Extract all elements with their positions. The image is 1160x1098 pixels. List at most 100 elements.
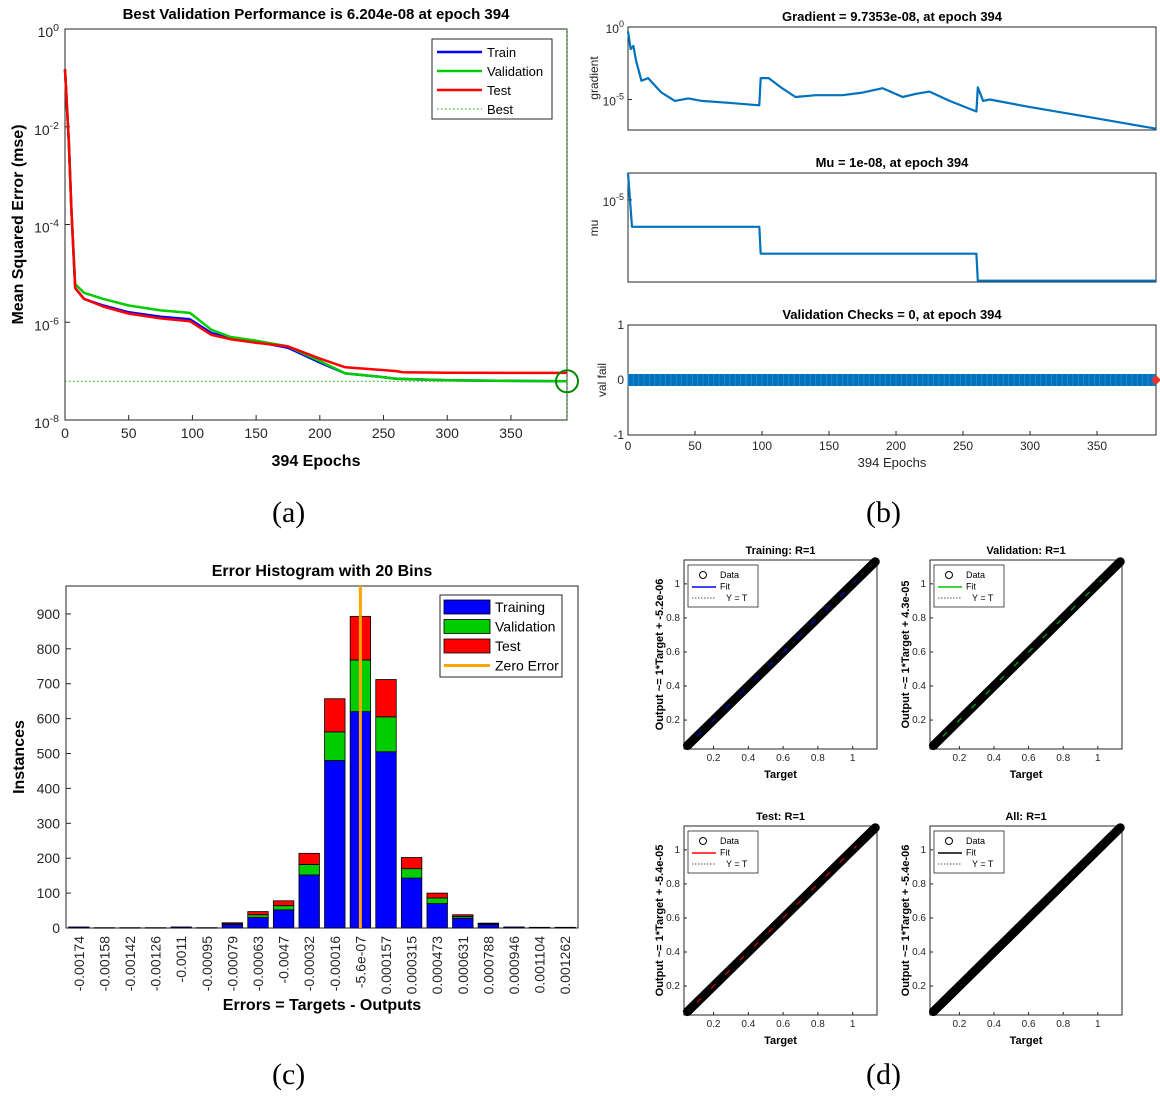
x-tick-label: -0.00079: [224, 936, 240, 991]
x-tick-label: 50: [688, 439, 702, 453]
x-tick-label: 0.000788: [480, 936, 496, 995]
x-tick-label: 250: [372, 425, 396, 441]
best-marker: [555, 369, 579, 394]
x-tick-label: -0.00174: [71, 936, 87, 991]
bar-training: [324, 760, 346, 929]
y-tick-label: 0.2: [666, 981, 680, 992]
x-tick-label: -0.00032: [301, 936, 317, 991]
gradient-line: [626, 31, 1157, 130]
x-tick-label: 350: [1087, 439, 1107, 453]
bar-training: [298, 874, 320, 929]
legend-label: Validation: [487, 64, 543, 79]
x-tick-label: 0.2: [952, 753, 966, 764]
x-tick-label: -0.00142: [122, 936, 138, 991]
y-axis-label: gradient: [587, 56, 601, 100]
x-tick-label: 0.6: [776, 753, 790, 764]
bar-training: [93, 927, 116, 929]
y-tick-label: 0.4: [912, 947, 926, 958]
legend-label: Best: [487, 102, 513, 117]
legend-label: Fit: [720, 848, 730, 858]
y-axis-label: Mean Squared Error (mse): [10, 124, 27, 324]
x-tick-label: 0.000157: [378, 936, 394, 995]
bar-test: [400, 857, 423, 870]
x-tick-label: 0.001262: [557, 936, 573, 995]
legend-label: Y = T: [726, 593, 748, 603]
x-tick-label: -0.00063: [250, 936, 266, 991]
x-tick-label: 1: [1095, 1019, 1101, 1030]
bar-validation: [400, 868, 423, 879]
bar-test: [272, 900, 295, 907]
legend: Training Validation Test Zero Error: [439, 594, 563, 678]
y-tick-label: 10-6: [34, 315, 59, 333]
y-tick-label: 0: [52, 920, 60, 936]
x-tick-label: 0.001104: [532, 936, 548, 994]
bar-training: [477, 924, 500, 929]
legend-swatch: [443, 599, 491, 615]
legend-label: Test: [487, 83, 511, 98]
x-tick-label: 0.8: [1056, 753, 1070, 764]
legend-label: Y = T: [972, 593, 994, 603]
y-tick-label: 1: [920, 845, 926, 856]
chart-title: Best Validation Performance is 6.204e-08…: [123, 6, 511, 23]
x-tick-label: -0.0047: [276, 936, 292, 984]
y-tick-label: 0.6: [912, 647, 926, 658]
bar-training: [528, 926, 551, 929]
y-tick-label: 0.4: [912, 681, 926, 692]
bar-training: [119, 927, 141, 929]
y-tick-label: 0.6: [666, 647, 680, 658]
chart-title: Error Histogram with 20 Bins: [212, 563, 433, 580]
legend-label: Data: [720, 570, 739, 580]
legend-label: Test: [495, 638, 521, 654]
mu-chart: Mu = 1e-08, at epoch 394 10-5mu: [587, 155, 1157, 283]
x-tick-label: 0.2: [952, 1019, 966, 1030]
legend-label: Train: [487, 45, 516, 60]
bar-test: [452, 914, 474, 917]
x-tick-label: 200: [886, 439, 906, 453]
y-tick-label: 800: [37, 641, 61, 657]
legend-label: Y = T: [972, 859, 994, 869]
bar-test: [247, 911, 269, 916]
bar-validation: [272, 905, 295, 911]
y-tick-label: 200: [37, 850, 61, 866]
regression-panel: 0.2 0.4 0.6 0.8 1 0.2 0.4 0.6 0.8 1 Training: R=1 T…: [654, 545, 880, 781]
x-tick-label: 0.2: [707, 1019, 721, 1030]
x-tick-label: 0.4: [741, 1019, 755, 1030]
legend-swatch: [699, 571, 707, 579]
y-axis-label: mu: [587, 220, 601, 237]
y-tick-label: 700: [37, 676, 61, 692]
y-tick-label: 0.2: [666, 715, 680, 726]
y-tick-label: 10-4: [34, 218, 59, 236]
x-tick-label: -5.6e-07: [352, 936, 368, 988]
caption-a: (a): [272, 496, 306, 529]
x-axis-label: Target: [764, 769, 797, 781]
legend-box: [431, 38, 553, 120]
x-axis-label: 394 Epochs: [272, 453, 361, 470]
x-tick-label: 0.000315: [404, 936, 420, 995]
y-tick-label: 0.2: [912, 715, 926, 726]
x-tick-label: -0.00126: [148, 936, 164, 991]
y-tick-label: 900: [37, 606, 61, 622]
chart-title: Gradient = 9.7353e-08, at epoch 394: [782, 9, 1003, 24]
series-validation: [63, 69, 568, 383]
y-axis-label: Output ~= 1*Target + -5.2e-06: [654, 579, 666, 731]
x-tick-label: 0.2: [707, 753, 721, 764]
x-tick-label: 0.4: [987, 753, 1001, 764]
legend-swatch: [443, 619, 491, 634]
regression-panel: 0.2 0.4 0.6 0.8 1 0.2 0.4 0.6 0.8 1 Validation: R=…: [900, 545, 1125, 781]
y-tick-label: 300: [37, 815, 61, 831]
performance-chart: 0 50 100 150 200 250 300 350 100 10-2 10-4 10-6 10-8…: [10, 6, 579, 470]
regression-panel: 0.2 0.4 0.6 0.8 1 0.2 0.4 0.6 0.8 1 Test: R=1 Targe…: [654, 811, 880, 1047]
bar-training: [375, 751, 397, 929]
y-tick-label: -1: [613, 428, 624, 442]
legend-label: Fit: [966, 848, 976, 858]
legend-box: [933, 830, 1005, 874]
bar-training: [68, 926, 90, 929]
y-tick-label: 0.8: [912, 879, 926, 890]
y-axis-label: Output ~= 1*Target + 4.3e-05: [900, 580, 912, 728]
y-tick-label: 0.8: [912, 613, 926, 624]
bar-test: [426, 892, 448, 899]
x-axis-label: 394 Epochs: [858, 455, 927, 470]
x-tick-label: 0.8: [811, 1019, 825, 1030]
